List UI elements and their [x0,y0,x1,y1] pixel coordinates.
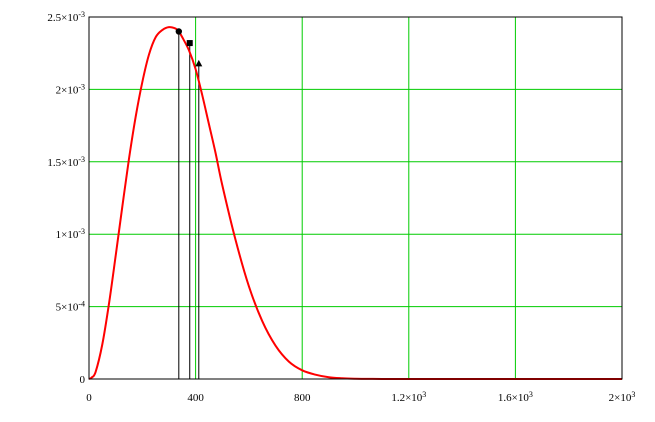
x-tick-label-3: 1.2×103 [391,390,426,405]
y-tick-label-0: 0 [80,374,86,386]
y-tick-label-3: 1.5×10-3 [47,154,85,169]
x-tick-labels: 0 400 800 1.2×103 1.6×103 2×103 [86,390,635,405]
mode-marker [175,28,183,35]
y-tick-label-4: 2×10-3 [56,82,85,97]
x-tick-label-5: 2×103 [609,390,636,405]
y-tick-label-1: 5×10-4 [56,299,85,314]
y-tick-label-2: 1×10-3 [56,227,85,242]
plot-frame [88,16,623,380]
y-tick-labels: 0 5×10-4 1×10-3 1.5×10-3 2×10-3 2.5×10-3 [47,10,85,387]
mean-marker [195,59,203,67]
y-tick-label-5: 2.5×10-3 [47,10,85,25]
grid [89,17,622,379]
x-tick-label-1: 400 [187,392,204,404]
x-tick-label-4: 1.6×103 [498,390,533,405]
x-tick-label-0: 0 [86,392,92,404]
marker-lines [178,31,200,379]
x-tick-label-2: 800 [294,392,311,404]
plot-background [89,17,622,379]
markers [175,28,203,67]
median-marker [186,40,193,47]
